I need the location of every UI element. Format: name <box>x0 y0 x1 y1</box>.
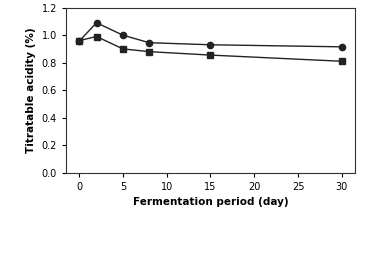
Line: Fermivin: Fermivin <box>76 34 345 64</box>
X-axis label: Fermentation period (day): Fermentation period (day) <box>132 197 288 207</box>
Pichia kudriavzevii <box>340 45 344 48</box>
Fermivin <box>77 39 81 42</box>
Fermivin <box>121 47 125 50</box>
Pichia kudriavzevii <box>77 40 81 43</box>
Fermivin <box>94 35 99 38</box>
Line: Pichia kudriavzevii: Pichia kudriavzevii <box>76 20 345 50</box>
Pichia kudriavzevii <box>94 21 99 24</box>
Fermivin <box>208 54 213 57</box>
Fermivin <box>340 60 344 63</box>
Pichia kudriavzevii <box>121 34 125 37</box>
Legend: Fermivin, Pichia kudriavzevii: Fermivin, Pichia kudriavzevii <box>113 252 308 254</box>
Y-axis label: Titratable acidity (%): Titratable acidity (%) <box>26 27 36 153</box>
Pichia kudriavzevii <box>208 43 213 46</box>
Pichia kudriavzevii <box>147 41 151 44</box>
Fermivin <box>147 50 151 53</box>
